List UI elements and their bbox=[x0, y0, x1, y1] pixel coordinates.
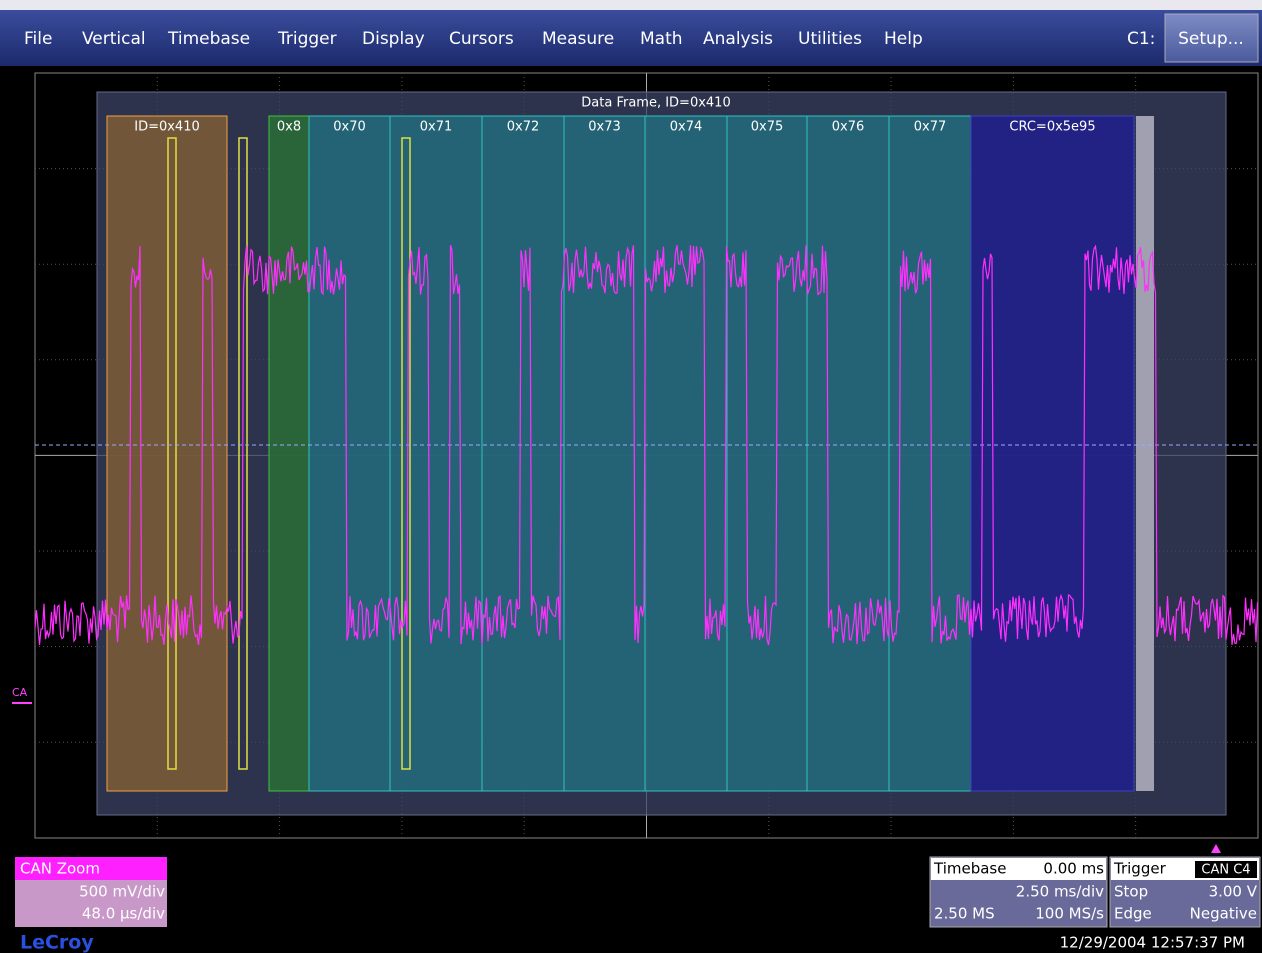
trigger-level-text: 3.00 V bbox=[1209, 883, 1258, 901]
timebase-rate: 100 MS/s bbox=[1035, 905, 1104, 923]
decode-field-label: 0x8 bbox=[277, 120, 301, 135]
decode-field bbox=[970, 115, 1135, 792]
decode-field bbox=[308, 115, 391, 792]
decode-field-label: 0x77 bbox=[914, 120, 947, 135]
stuff-bit bbox=[167, 137, 177, 770]
decode-field bbox=[726, 115, 808, 792]
waveform bbox=[34, 244, 1259, 646]
decode-field-label: 0x72 bbox=[507, 120, 540, 135]
stuff-bit bbox=[401, 137, 411, 770]
channel-label: C1: bbox=[1127, 29, 1155, 49]
timebase-delay: 0.00 ms bbox=[1043, 860, 1104, 878]
decode-field bbox=[481, 115, 565, 792]
decode-field-label: CRC=0x5e95 bbox=[1009, 120, 1095, 135]
menu-item[interactable]: Trigger bbox=[277, 29, 337, 49]
decode-field-label: 0x71 bbox=[420, 120, 453, 135]
decode-field bbox=[806, 115, 890, 792]
zoom-title: CAN Zoom bbox=[20, 860, 100, 878]
brand-logo: LeCroy bbox=[20, 932, 94, 953]
menu-item[interactable]: Help bbox=[884, 29, 923, 49]
trigger-mode: Stop bbox=[1114, 883, 1148, 901]
decode-field bbox=[268, 115, 310, 792]
menu-item[interactable]: Math bbox=[640, 29, 683, 49]
frame-title: Data Frame, ID=0x410 bbox=[581, 96, 730, 111]
decode-field bbox=[644, 115, 728, 792]
trigger-marker bbox=[1211, 844, 1221, 853]
zoom-hdiv: 48.0 µs/div bbox=[82, 905, 165, 923]
timebase-title: Timebase bbox=[933, 860, 1006, 878]
end-field bbox=[1136, 116, 1154, 791]
timebase-tdiv: 2.50 ms/div bbox=[1016, 883, 1104, 901]
menu-item[interactable]: Utilities bbox=[798, 29, 862, 49]
decode-field bbox=[389, 115, 483, 792]
timebase-header bbox=[931, 858, 1106, 880]
decode-field-label: 0x70 bbox=[333, 120, 366, 135]
decode-field-label: 0x75 bbox=[751, 120, 784, 135]
trigger-source-bg bbox=[1195, 861, 1257, 878]
timestamp: 12/29/2004 12:57:37 PM bbox=[1060, 934, 1245, 952]
menu-item[interactable]: Measure bbox=[542, 29, 614, 49]
menu-item[interactable]: File bbox=[24, 29, 52, 49]
trigger-slope: Negative bbox=[1190, 905, 1257, 923]
zoom-header[interactable] bbox=[15, 857, 167, 880]
stuff-bit bbox=[238, 137, 248, 770]
decode-field-label: 0x73 bbox=[588, 120, 621, 135]
trace-marker: CA bbox=[12, 686, 28, 699]
menu-item[interactable]: Vertical bbox=[82, 29, 146, 49]
trigger-type: Edge bbox=[1114, 905, 1152, 923]
decode-field-label: ID=0x410 bbox=[134, 120, 200, 135]
menu-item[interactable]: Timebase bbox=[167, 29, 250, 49]
zoom-body[interactable] bbox=[15, 880, 167, 927]
timebase-samples: 2.50 MS bbox=[934, 905, 995, 923]
setup-button-label[interactable]: Setup... bbox=[1178, 29, 1244, 49]
decode-fields: ID=0x410 0x8 0x70 0x71 0x72 0x73 0x74 0x75 0x76 0… bbox=[106, 115, 1154, 792]
menu-item[interactable]: Analysis bbox=[703, 29, 773, 49]
menu-item[interactable]: Cursors bbox=[449, 29, 514, 49]
zoom-vdiv: 500 mV/div bbox=[79, 883, 165, 901]
decode-field-label: 0x76 bbox=[832, 120, 865, 135]
decode-field bbox=[563, 115, 646, 792]
menu-bar bbox=[0, 10, 1262, 66]
trigger-title: Trigger bbox=[1113, 860, 1167, 878]
menu-item[interactable]: Display bbox=[362, 29, 425, 49]
decode-field bbox=[106, 115, 228, 792]
setup-button[interactable] bbox=[1164, 13, 1259, 63]
menu: File Vertical Timebase Trigger Display Cursor… bbox=[24, 29, 923, 49]
top-strip bbox=[0, 0, 1262, 10]
trigger-source: CAN C4 bbox=[1201, 863, 1250, 878]
decode-field bbox=[888, 115, 972, 792]
decode-field-label: 0x74 bbox=[670, 120, 703, 135]
